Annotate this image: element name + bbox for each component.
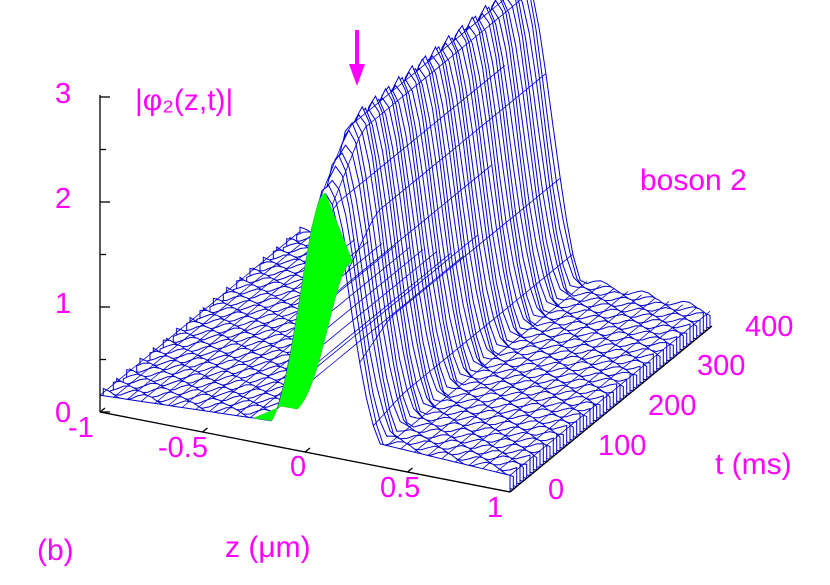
surface-gridline [414, 287, 615, 453]
t-tick-label: 0 [548, 474, 564, 506]
z-tick-label: 0 [290, 451, 306, 483]
surface-gridline [441, 294, 642, 460]
surface-gridline [386, 281, 588, 446]
surface-gridline [304, 65, 506, 267]
x-axis-title: z (μm) [225, 531, 311, 564]
surface-gridline [427, 291, 629, 456]
vertical-tick-label: 2 [55, 183, 71, 215]
vertical-tick-label: 1 [55, 288, 71, 320]
vertical-tick-label: 3 [55, 78, 71, 110]
arrow-head [349, 64, 365, 86]
z-tick [509, 487, 516, 493]
surface-gridline [496, 307, 697, 473]
z-tick-label: 0.5 [380, 472, 420, 504]
surface-gridline [373, 253, 574, 426]
surface-gridline [400, 284, 601, 450]
surface-gridline [113, 232, 314, 398]
surface-mesh [99, 0, 711, 493]
z-tick-label: -0.5 [158, 432, 208, 464]
t-tick-label: 100 [598, 430, 646, 462]
y-axis-title: t (ms) [715, 448, 792, 481]
peak-marker-arrow [349, 30, 365, 86]
annotation-boson-2: boson 2 [640, 164, 747, 197]
z-tick [202, 427, 208, 433]
surface-gridline [482, 304, 683, 470]
z-axis-title: |φ₂(z,t)| [135, 84, 233, 117]
t-axis-line [509, 325, 713, 493]
labels: |φ₂(z,t)| boson 2 z (μm) t (ms) (b) [37, 84, 792, 567]
surface-gridline [181, 243, 383, 408]
z-tick [407, 467, 413, 473]
z-tick-label: -1 [68, 412, 94, 444]
z-tick-label: 1 [487, 492, 503, 524]
z-tick [304, 447, 311, 453]
axes [99, 95, 713, 493]
surface-gridline [127, 235, 328, 400]
surface-gridline [509, 310, 711, 476]
surface-gridline [345, 73, 547, 275]
surface-gridline [468, 301, 670, 466]
t-tick-label: 300 [697, 350, 745, 382]
surface-gridline [331, 0, 522, 205]
panel-label: (b) [37, 534, 74, 567]
surface-gridline [236, 251, 437, 416]
vertical-tick-label: 0 [55, 397, 71, 429]
surface-underside [252, 193, 354, 422]
z-tick [99, 407, 106, 413]
surface-gridline [99, 230, 301, 396]
t-tick-label: 200 [648, 390, 696, 422]
surface-gridline [455, 297, 656, 463]
surface-gridline [359, 178, 560, 363]
surface-gridline [318, 0, 505, 203]
t-tick-label: 400 [745, 311, 793, 343]
